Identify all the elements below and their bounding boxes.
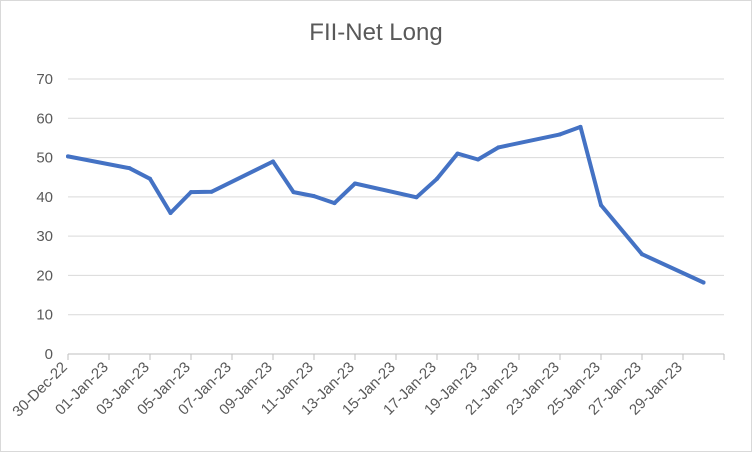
- data-point: [148, 176, 152, 181]
- data-point: [701, 280, 706, 285]
- tick-labels: 01020304050607030-Dec-2201-Jan-2303-Jan-…: [9, 71, 686, 420]
- y-tick-label: 30: [36, 228, 53, 245]
- y-tick-label: 10: [36, 307, 53, 324]
- data-point: [209, 189, 214, 194]
- data-point: [578, 124, 583, 129]
- chart-title: FII-Net Long: [309, 19, 443, 46]
- data-point: [291, 190, 296, 195]
- series-line: [66, 124, 706, 285]
- y-tick-label: 70: [36, 71, 53, 88]
- y-tick-label: 50: [36, 150, 53, 167]
- axes: [67, 353, 725, 360]
- data-point: [66, 154, 70, 159]
- data-point: [189, 190, 193, 195]
- data-point: [496, 145, 501, 150]
- data-point: [476, 157, 480, 162]
- data-point: [599, 203, 603, 208]
- data-point: [414, 195, 419, 200]
- data-point: [353, 181, 357, 186]
- y-tick-label: 0: [45, 346, 53, 363]
- y-tick-label: 60: [36, 110, 53, 127]
- data-point: [127, 166, 132, 171]
- data-point: [312, 194, 316, 199]
- data-point: [332, 201, 337, 206]
- data-point: [168, 210, 173, 215]
- y-tick-label: 20: [36, 267, 53, 284]
- data-point: [640, 252, 644, 257]
- y-tick-label: 40: [36, 189, 53, 206]
- data-point: [455, 151, 460, 156]
- gridlines: [68, 78, 724, 316]
- data-point: [435, 176, 439, 181]
- data-point: [271, 159, 275, 164]
- data-point: [558, 132, 562, 137]
- series-layer: [66, 124, 706, 285]
